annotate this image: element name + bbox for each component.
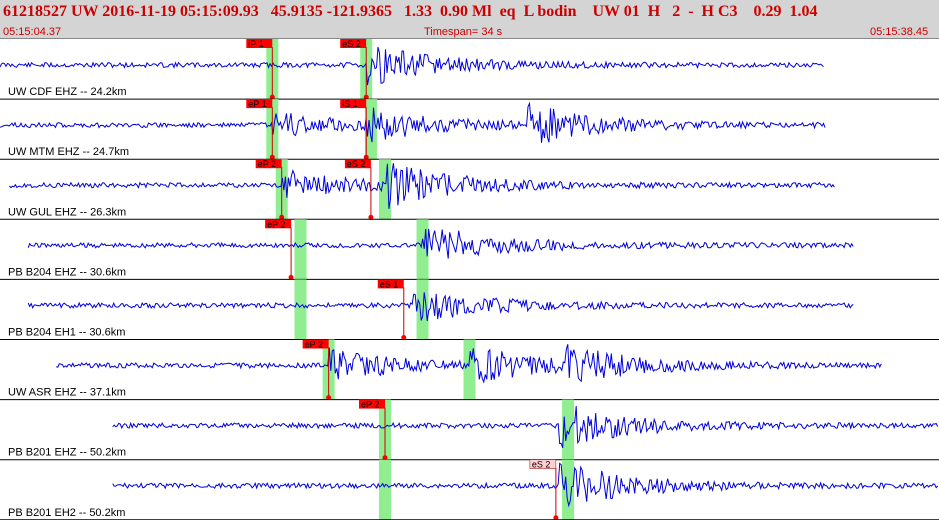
seismogram-panel[interactable]: iP 1 eS 2 UW CDF EHZ -- 24.2km eP 1 iS 1 UW M… — [0, 39, 939, 520]
station-label: UW CDF EHZ -- 24.2km — [8, 86, 127, 98]
phase-window — [562, 399, 575, 460]
pick-box[interactable] — [246, 39, 273, 48]
station-label: PB B204 EHZ -- 30.6km — [8, 266, 126, 278]
station-label: UW GUL EHZ -- 26.3km — [8, 206, 126, 218]
pick-box[interactable] — [340, 99, 367, 109]
station-label: PB B201 EHZ -- 50.2km — [8, 447, 126, 459]
trace-row[interactable]: eS 1 PB B204 EH1 -- 30.6km — [0, 279, 939, 340]
pick-dot — [269, 94, 275, 100]
phase-window — [294, 279, 307, 340]
trace-row[interactable]: eP 1 iS 1 UW MTM EHZ -- 24.7km — [0, 99, 939, 160]
waveform-line — [27, 228, 854, 259]
pick-label: eP 1 — [248, 99, 266, 109]
pick-label: eS 2 — [532, 460, 551, 470]
waveform-line — [0, 46, 824, 86]
trace-row[interactable]: eP 2 UW ASR EHZ -- 37.1km — [0, 339, 939, 401]
pick-dot — [363, 94, 369, 100]
pick-dot — [279, 214, 285, 220]
trace-row[interactable]: eP 2 eS 2 UW GUL EHZ -- 26.3km — [0, 159, 939, 220]
waveform-line — [9, 163, 835, 209]
start-time-label: 05:15:04.37 — [3, 26, 62, 38]
trace-row[interactable]: eP 2 PB B201 EHZ -- 50.2km — [0, 399, 939, 461]
waveform-line — [27, 292, 854, 322]
pick-dot — [363, 154, 369, 160]
pick-label: eS 2 — [342, 39, 361, 49]
pick-box[interactable] — [340, 39, 367, 48]
end-time-label: 05:15:38.45 — [870, 26, 929, 38]
pick-dot — [401, 335, 407, 340]
timespan-label: Timespan= 34 s — [424, 26, 503, 38]
trace-row[interactable]: eS 2 PB B201 EH2 -- 50.2km — [0, 459, 939, 520]
station-label: PB B201 EH2 -- 50.2km — [8, 507, 125, 519]
pick-label: eS 2 — [347, 159, 366, 169]
pick-dot — [288, 274, 294, 280]
pick-label: eP 2 — [305, 340, 323, 350]
phase-window — [562, 459, 575, 520]
waveform-line — [112, 405, 939, 449]
phase-window — [416, 279, 429, 340]
pick-dot — [368, 214, 374, 220]
pick-dot — [326, 395, 332, 401]
pick-label: eP 2 — [267, 219, 285, 229]
pick-label: eS 1 — [380, 279, 399, 289]
pick-box[interactable] — [358, 399, 385, 409]
event-header: 61218527 UW 2016-11-19 05:15:09.93 45.91… — [0, 0, 939, 39]
pick-box[interactable] — [529, 459, 557, 469]
pick-dot — [382, 455, 388, 461]
pick-label: eP 2 — [258, 159, 276, 169]
phase-window — [294, 219, 307, 280]
event-summary-title: 61218527 UW 2016-11-19 05:15:09.93 45.91… — [3, 3, 818, 20]
pick-box[interactable] — [377, 279, 404, 289]
pick-label: iP 1 — [248, 39, 263, 49]
trace-row[interactable]: iP 1 eS 2 UW CDF EHZ -- 24.2km — [0, 39, 939, 100]
phase-window — [378, 459, 391, 520]
waveform-line — [56, 344, 882, 384]
trace-row[interactable]: eP 2 PB B204 EHZ -- 30.6km — [0, 219, 939, 280]
pick-box[interactable] — [246, 99, 273, 109]
pick-box[interactable] — [302, 339, 329, 349]
station-label: UW MTM EHZ -- 24.7km — [8, 146, 129, 158]
pick-dot — [269, 154, 275, 160]
pick-dot — [553, 515, 559, 520]
pick-label: iS 1 — [342, 99, 358, 109]
pick-box[interactable] — [344, 159, 371, 169]
waveform-line — [112, 462, 939, 508]
station-label: PB B204 EH1 -- 30.6km — [8, 327, 125, 339]
pick-label: eP 2 — [361, 400, 379, 410]
waveform-line — [0, 101, 826, 143]
pick-box[interactable] — [255, 159, 282, 169]
pick-box[interactable] — [265, 219, 292, 229]
station-label: UW ASR EHZ -- 37.1km — [8, 387, 126, 399]
